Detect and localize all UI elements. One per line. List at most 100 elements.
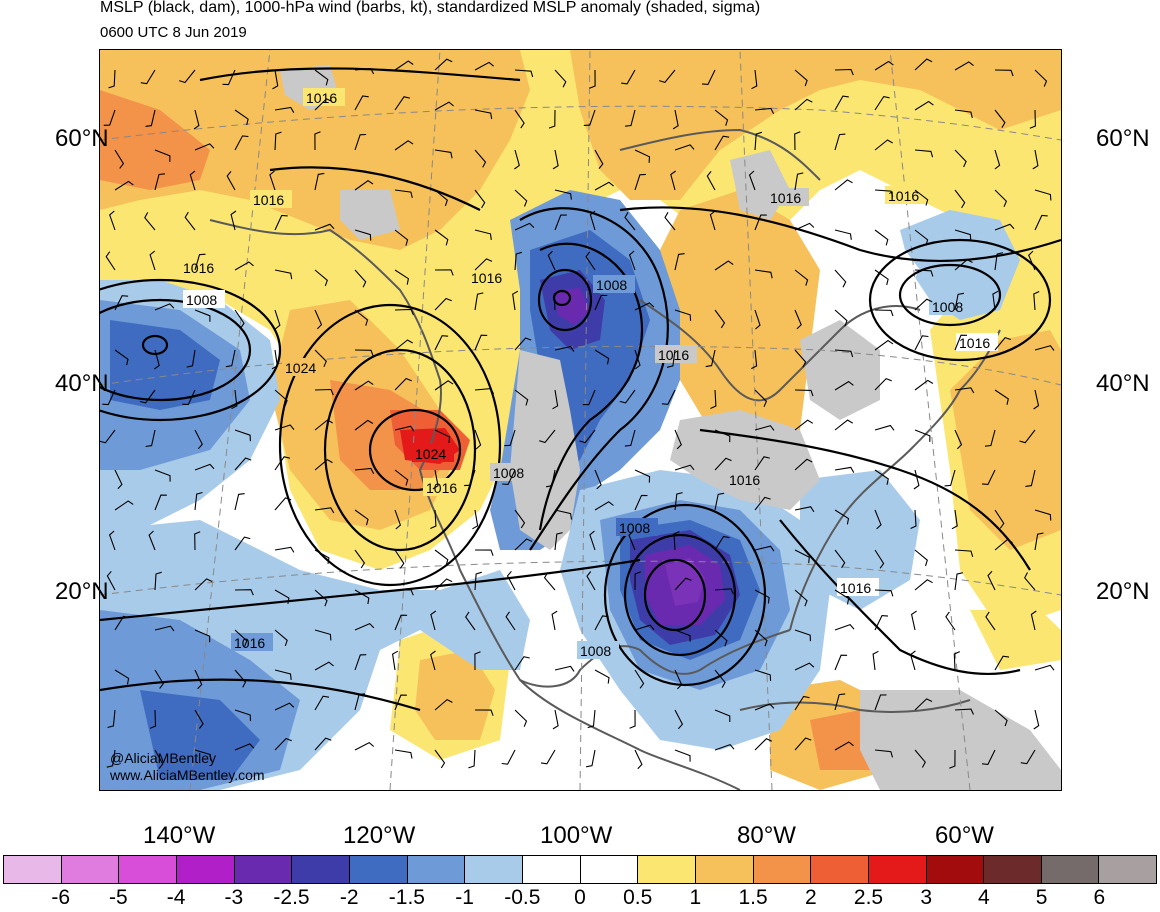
wind-barb bbox=[314, 549, 330, 564]
wind-barb bbox=[594, 181, 614, 191]
isobar-label: 1016 bbox=[426, 480, 457, 496]
wind-barb bbox=[874, 694, 887, 711]
wind-barb bbox=[754, 629, 768, 647]
wind-barb bbox=[949, 749, 956, 769]
anomaly-positive-hudson bbox=[660, 190, 820, 450]
wind-barb bbox=[154, 349, 160, 370]
wind-barb bbox=[354, 95, 369, 111]
anomaly-positive-arctic bbox=[570, 50, 1061, 200]
lon-label-80w: 80°W bbox=[737, 822, 796, 849]
valid-time: 0600 UTC 8 Jun 2019 bbox=[100, 24, 247, 41]
wind-barb bbox=[354, 180, 374, 191]
wind-barb bbox=[874, 139, 893, 151]
wind-barb bbox=[634, 494, 648, 511]
wind-barb bbox=[914, 149, 934, 158]
anomaly-neg-3-canada-trough bbox=[555, 288, 590, 325]
wind-barb bbox=[666, 349, 676, 368]
lat-label-20n-right: 20°N bbox=[1096, 578, 1150, 605]
credit-website: www.AliciaMBentley.com bbox=[110, 767, 265, 783]
wind-barb bbox=[114, 180, 134, 191]
wind-barb bbox=[914, 58, 933, 71]
wind-barb bbox=[674, 669, 683, 690]
colorbar-tick-label: 1 bbox=[689, 886, 702, 909]
wind-barb bbox=[269, 170, 276, 191]
wind-barb bbox=[514, 222, 535, 231]
wind-barb bbox=[234, 457, 252, 471]
wind-barb bbox=[514, 109, 525, 129]
wind-barb bbox=[314, 309, 323, 330]
wind-barb bbox=[874, 615, 889, 631]
wind-barb bbox=[794, 506, 815, 513]
wind-barb bbox=[314, 69, 329, 86]
wind-barb bbox=[625, 109, 636, 127]
wind-barb bbox=[154, 571, 162, 591]
wind-barb bbox=[706, 171, 716, 191]
wind-barb bbox=[194, 749, 212, 761]
wind-barb bbox=[714, 260, 734, 271]
wind-barb bbox=[794, 131, 801, 151]
wind-barb bbox=[705, 349, 716, 368]
wind-barb bbox=[583, 109, 596, 126]
wind-barb bbox=[194, 429, 203, 450]
wind-barb bbox=[514, 251, 523, 271]
wind-barb bbox=[434, 297, 452, 311]
wind-barb bbox=[140, 69, 156, 85]
wind-barb bbox=[994, 389, 1009, 405]
wind-barb bbox=[105, 251, 116, 271]
wind-barb bbox=[834, 589, 850, 605]
wind-barb bbox=[314, 589, 328, 607]
wind-barb bbox=[714, 629, 728, 647]
wind-barb bbox=[834, 179, 853, 191]
wind-barb bbox=[354, 654, 367, 671]
wind-barb bbox=[149, 250, 156, 271]
wind-barb bbox=[272, 69, 279, 90]
lat-label-20n-left: 20°N bbox=[55, 578, 109, 605]
wind-barb bbox=[834, 133, 846, 151]
isobar-label: 1008 bbox=[580, 643, 611, 659]
wind-barb bbox=[222, 69, 236, 86]
colorbar-tick-label: 0 bbox=[574, 886, 586, 909]
wind-barb bbox=[944, 469, 956, 487]
wind-barb bbox=[314, 661, 334, 671]
land-gray-yukon bbox=[340, 190, 400, 240]
wind-barb bbox=[674, 749, 691, 762]
map-panel: 1016 1016 1016 1016 1008 1024 1024 1016 … bbox=[99, 49, 1062, 791]
credit-handle: @AliciaMBentley bbox=[110, 750, 217, 766]
wind-barb bbox=[754, 131, 763, 151]
wind-barb bbox=[589, 530, 596, 551]
wind-barb bbox=[1019, 429, 1036, 444]
wind-barb bbox=[714, 588, 734, 595]
colorbar-swatch bbox=[695, 856, 754, 883]
wind-barb bbox=[514, 69, 534, 78]
wind-barb bbox=[754, 269, 773, 279]
wind-barb bbox=[751, 349, 758, 370]
wind-barb bbox=[954, 292, 965, 311]
wind-barb bbox=[701, 69, 716, 85]
isobar-label: 1008 bbox=[596, 277, 627, 293]
colorbar-tick-label: -2 bbox=[339, 886, 359, 909]
wind-barb bbox=[1034, 664, 1055, 671]
wind-barb bbox=[874, 95, 890, 111]
wind-barb bbox=[1033, 709, 1040, 730]
wind-barb bbox=[673, 530, 680, 551]
wind-barb bbox=[954, 61, 974, 71]
wind-barb bbox=[394, 339, 413, 351]
isobar-label: 1008 bbox=[932, 299, 963, 315]
wind-barb bbox=[432, 469, 439, 490]
wind-barb bbox=[634, 469, 651, 483]
wind-barb bbox=[114, 669, 130, 685]
wind-barb bbox=[634, 624, 655, 631]
wind-barb bbox=[394, 614, 408, 631]
wind-barb bbox=[910, 509, 917, 529]
wind-barb bbox=[634, 149, 651, 163]
wind-barb bbox=[621, 69, 636, 85]
wind-barb bbox=[945, 611, 956, 631]
wind-barb bbox=[274, 589, 290, 604]
isobar-label: 1016 bbox=[234, 635, 265, 651]
wind-barb bbox=[834, 380, 854, 391]
wind-barb bbox=[1020, 749, 1036, 765]
wind-barb bbox=[474, 189, 486, 209]
wind-barb bbox=[914, 379, 934, 391]
wind-barb bbox=[474, 549, 494, 556]
wind-barb bbox=[139, 389, 156, 404]
